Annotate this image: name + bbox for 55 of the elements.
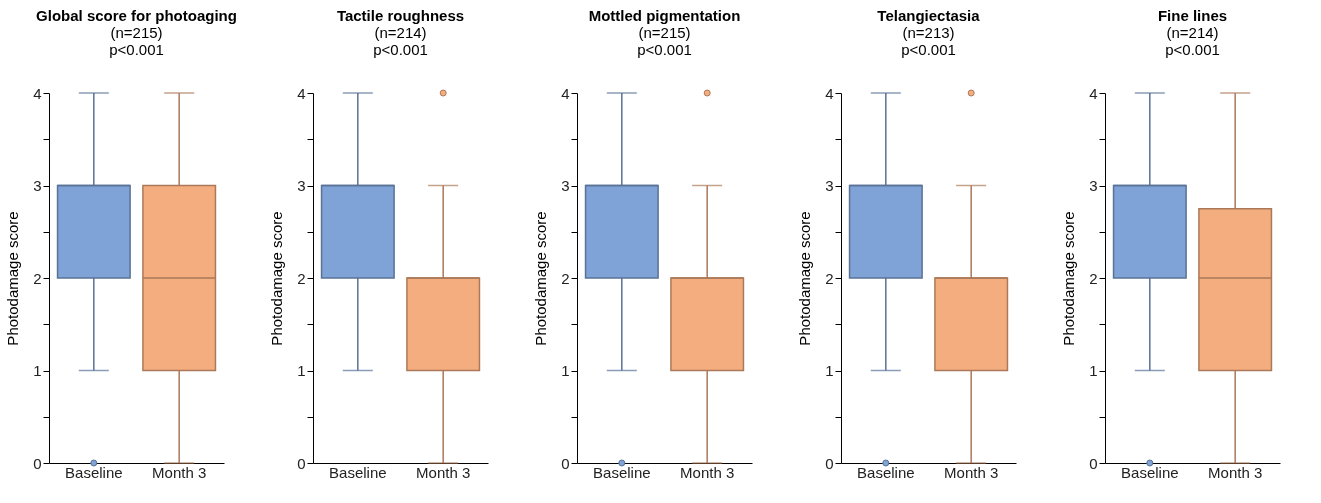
y-tick-label: 0: [561, 454, 570, 472]
chart-title: Fine lines: [1157, 7, 1228, 24]
y-axis-title: Photodamage score: [4, 211, 22, 346]
y-tick-label: 3: [297, 177, 306, 194]
y-tick-label: 4: [33, 84, 42, 102]
y-axis-title: Photodamage score: [532, 211, 550, 346]
text: p<0.001: [1165, 41, 1220, 58]
y-tick-label: 2: [1089, 269, 1098, 287]
y-tick-label: 0: [297, 454, 306, 472]
y-tick-label: 3: [33, 177, 42, 194]
chart-title: Telangiectasia: [877, 7, 981, 24]
x-tick-label: Baseline: [329, 463, 387, 481]
x-tick-label: Baseline: [65, 463, 123, 481]
y-tick-label: 3: [825, 177, 834, 194]
text: p<0.001: [373, 41, 428, 58]
x-tick-label: Baseline: [593, 463, 651, 481]
text: p<0.001: [109, 41, 164, 58]
chart-title: Global score for photoaging: [36, 7, 237, 24]
y-tick-label: 2: [561, 269, 570, 287]
y-tick-label: 4: [561, 84, 570, 102]
y-axis-title: Photodamage score: [268, 211, 286, 346]
y-tick-label: 4: [1089, 84, 1098, 102]
chart-subtitle: (n=214): [1166, 24, 1219, 41]
x-tick-label: Month 3: [944, 463, 999, 481]
y-tick-label: 4: [297, 84, 306, 102]
y-tick-label: 3: [1089, 177, 1098, 194]
x-tick-label: Baseline: [1121, 463, 1179, 481]
x-tick-label: Month 3: [416, 463, 471, 481]
y-tick-label: 0: [1089, 454, 1098, 472]
y-tick-label: 2: [825, 269, 834, 287]
y-tick-label: 0: [825, 454, 834, 472]
y-tick-label: 4: [825, 84, 834, 102]
text: p<0.001: [637, 41, 692, 58]
x-tick-label: Month 3: [152, 463, 207, 481]
chart-subtitle: (n=213): [902, 24, 955, 41]
y-tick-label: 3: [561, 177, 570, 194]
chart-subtitle: (n=215): [638, 24, 691, 41]
y-tick-label: 1: [297, 362, 306, 379]
text: p<0.001: [901, 41, 956, 58]
x-tick-label: Month 3: [680, 463, 735, 481]
chart-subtitle: (n=215): [110, 24, 163, 41]
y-tick-label: 1: [561, 362, 570, 379]
chart-subtitle: (n=214): [374, 24, 427, 41]
y-tick-label: 0: [33, 454, 42, 472]
y-tick-label: 1: [825, 362, 834, 379]
x-tick-label: Baseline: [857, 463, 915, 481]
y-tick-label: 2: [33, 269, 42, 287]
y-axis-title: Photodamage score: [796, 211, 814, 346]
y-tick-label: 2: [297, 269, 306, 287]
y-axis-title: Photodamage score: [1060, 211, 1078, 346]
chart-title: Mottled pigmentation: [588, 7, 741, 24]
y-tick-label: 1: [33, 362, 42, 379]
x-tick-label: Month 3: [1208, 463, 1263, 481]
chart-title: Tactile roughness: [336, 7, 465, 24]
y-tick-label: 1: [1089, 362, 1098, 379]
